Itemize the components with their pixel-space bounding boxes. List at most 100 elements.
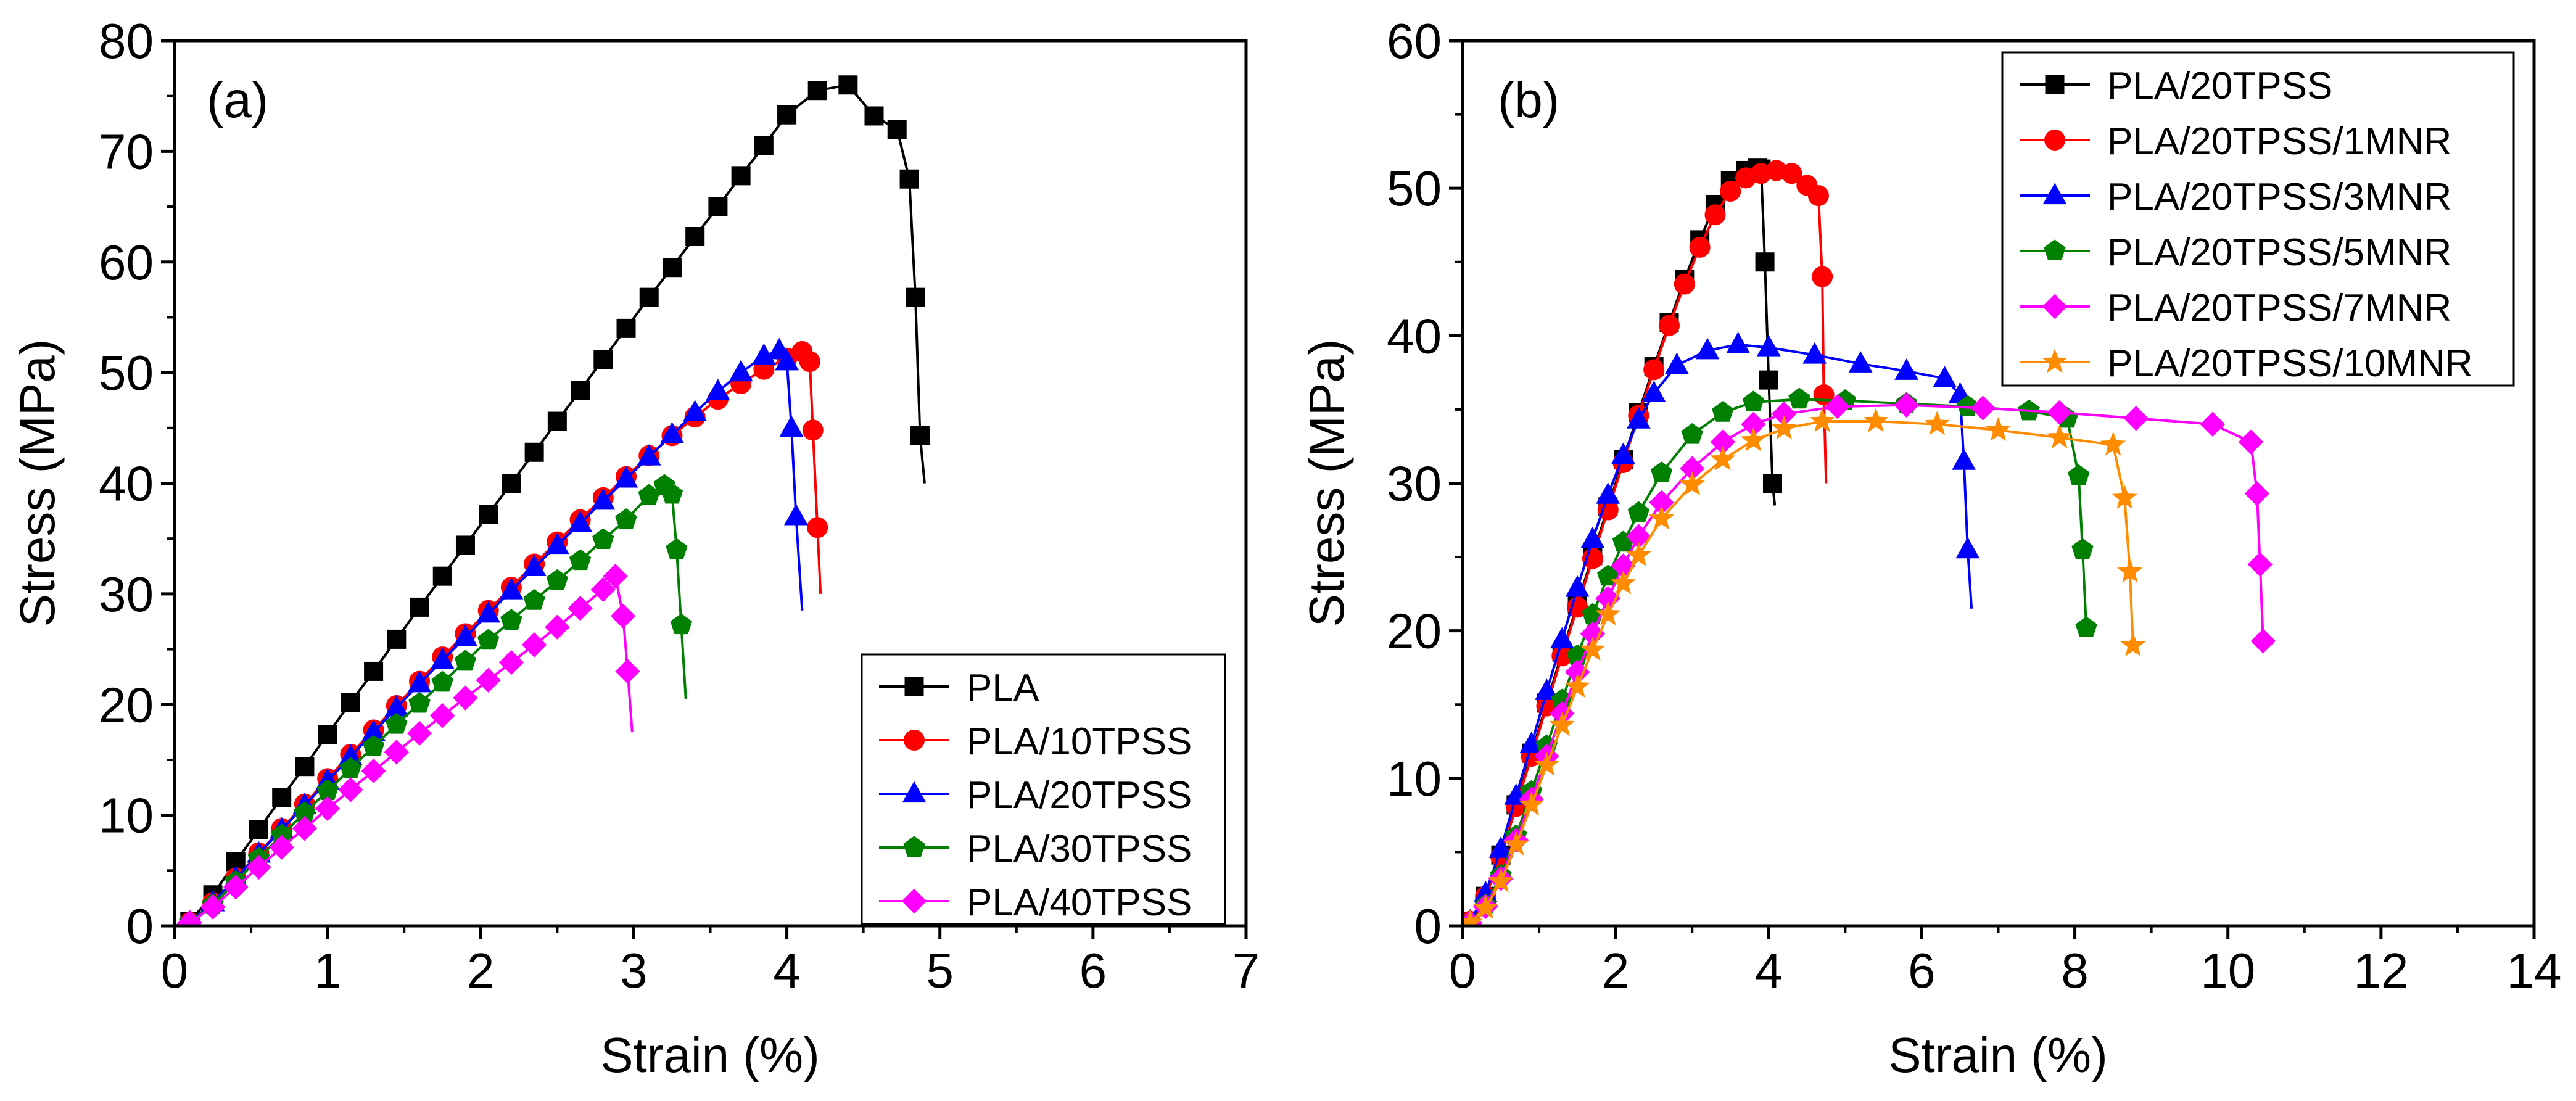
data-point-pla-20tpss-3mnr: [1952, 448, 1976, 470]
data-point-pla-30tpss: [546, 569, 569, 590]
legend-marker-pla-20tpss: [2045, 75, 2065, 94]
data-point-pla-30tpss: [670, 613, 693, 635]
data-point-pla-20tpss-3mnr: [1488, 836, 1513, 858]
data-point-pla-40tpss: [200, 894, 226, 920]
data-point-pla-40tpss: [315, 796, 341, 822]
data-point-pla-30tpss: [477, 629, 500, 650]
legend-marker-pla-20tpss-3mnr: [2042, 183, 2067, 205]
data-point-pla-20tpss-3mnr: [1665, 352, 1689, 374]
data-point-pla-20tpss-3mnr: [1596, 482, 1620, 504]
legend-marker-pla-40tpss: [901, 888, 927, 914]
data-point-pla-20tpss-10mnr: [1519, 791, 1545, 816]
y-tick-label-b: 30: [1387, 456, 1442, 511]
x-tick-label-b: 12: [2353, 943, 2408, 998]
data-point-pla: [272, 788, 292, 807]
data-point-pla-20tpss-3mnr: [1580, 526, 1605, 548]
data-point-pla-20tpss-1mnr: [1643, 359, 1665, 381]
data-point-pla-20tpss: [784, 503, 808, 526]
data-point-pla: [479, 505, 498, 524]
legend-label-pla-10tpss: PLA/10TPSS: [967, 720, 1192, 763]
data-point-pla: [731, 166, 751, 186]
x-tick-label-a: 5: [926, 943, 954, 998]
x-tick-label-a: 0: [161, 943, 189, 998]
x-tick-label-a: 4: [773, 943, 801, 998]
data-point-pla-20tpss-5mnr: [2071, 538, 2094, 559]
legend-label-pla-20tpss-10mnr: PLA/20TPSS/10MNR: [2107, 342, 2473, 385]
y-tick-label-a: 70: [99, 124, 154, 179]
panel-label-a: (a): [207, 72, 268, 128]
data-point-pla-40tpss: [269, 835, 294, 860]
data-point-pla-20tpss-10mnr: [1625, 542, 1651, 567]
data-point-pla-10tpss: [802, 419, 824, 441]
legend-marker-pla-20tpss-10mnr: [2042, 348, 2068, 373]
data-point-pla-20tpss-7mnr: [2247, 551, 2273, 577]
data-point-pla-20tpss-10mnr: [1809, 408, 1835, 432]
legend-label-pla-20tpss: PLA/20TPSS: [2107, 65, 2332, 107]
data-point-pla-40tpss: [338, 777, 363, 802]
data-point-pla-30tpss: [500, 609, 522, 630]
data-point-pla-20tpss-1mnr: [1812, 266, 1833, 287]
data-point-pla-20tpss: [568, 510, 592, 532]
data-point-pla-20tpss-10mnr: [1534, 751, 1560, 776]
data-point-pla-30tpss: [569, 549, 592, 571]
data-point-pla-20tpss: [476, 601, 501, 623]
data-point-pla-20tpss: [775, 348, 799, 371]
plot-area-a: [175, 75, 930, 926]
data-point-pla-30tpss: [615, 508, 637, 529]
data-point-pla-20tpss-5mnr: [1957, 395, 1979, 416]
data-point-pla-40tpss: [498, 649, 524, 675]
panel-label-b: (b): [1498, 72, 1559, 128]
data-point-pla-20tpss-5mnr: [1681, 423, 1703, 444]
data-point-pla-20tpss-10mnr: [1549, 712, 1575, 736]
data-point-pla-20tpss-10mnr: [1863, 408, 1889, 432]
data-point-pla: [593, 350, 613, 369]
legend-label-pla-20tpss: PLA/20TPSS: [967, 774, 1192, 817]
y-tick-label-b: 60: [1387, 14, 1442, 68]
legend-marker-pla-20tpss-7mnr: [2042, 294, 2068, 320]
data-point-pla-20tpss-7mnr: [2123, 406, 2149, 431]
data-point-pla-20tpss-10mnr: [1564, 673, 1590, 698]
data-point-pla-20tpss: [499, 577, 524, 600]
data-point-pla-20tpss: [1759, 370, 1778, 390]
data-point-pla-20tpss-5mnr: [2068, 464, 2090, 485]
x-tick-label-a: 6: [1080, 943, 1107, 998]
legend-frame-b: [2001, 51, 2515, 387]
y-tick-label-b: 50: [1387, 161, 1442, 216]
legend-marker-pla-20tpss-5mnr: [2044, 239, 2066, 261]
data-point-pla-20tpss-5mnr: [1712, 401, 1734, 422]
data-point-pla-20tpss-5mnr: [1742, 390, 1765, 412]
legend-a: PLA PLA/10TPSS PLA/20TPSS PLA/30TPSS PLA/40T…: [861, 653, 1226, 925]
data-point-pla-20tpss-7mnr: [1970, 395, 1996, 421]
y-tick-label-b: 20: [1387, 604, 1442, 659]
x-tick-label-b: 0: [1449, 943, 1477, 998]
series-line-pla-20tpss-3mnr: [1463, 343, 1973, 926]
data-point-pla: [662, 258, 682, 278]
data-point-pla-40tpss: [610, 603, 636, 629]
data-point-pla-20tpss: [1755, 252, 1775, 272]
data-point-pla: [906, 287, 925, 307]
data-point-pla-20tpss-7mnr: [2238, 429, 2264, 455]
data-point-pla-40tpss: [384, 740, 410, 765]
data-point-pla-20tpss: [706, 379, 730, 400]
legend-label-pla-20tpss-7mnr: PLA/20TPSS/7MNR: [2107, 287, 2451, 329]
data-point-pla-30tpss: [666, 538, 688, 559]
data-point-pla: [838, 75, 858, 95]
legend-label-pla: PLA: [967, 667, 1039, 709]
data-point-pla-20tpss-3mnr: [1756, 334, 1781, 357]
data-point-pla-20tpss: [453, 624, 477, 646]
data-point-pla-30tpss: [454, 649, 477, 671]
data-point-pla-40tpss: [430, 703, 455, 728]
data-point-pla-40tpss: [361, 758, 386, 784]
data-point-pla-20tpss-3mnr: [1641, 381, 1666, 402]
data-point-pla: [639, 287, 659, 307]
data-point-pla-20tpss-3mnr: [1695, 337, 1720, 360]
data-point-pla-20tpss: [660, 422, 684, 443]
data-point-pla-20tpss-10mnr: [1580, 637, 1606, 661]
data-point-pla-40tpss: [476, 667, 501, 693]
data-point-pla: [616, 318, 636, 338]
data-point-pla-20tpss-3mnr: [1848, 351, 1873, 373]
data-point-pla-40tpss: [292, 815, 318, 841]
data-point-pla-20tpss-10mnr: [1710, 446, 1736, 471]
data-point-pla: [455, 535, 475, 555]
